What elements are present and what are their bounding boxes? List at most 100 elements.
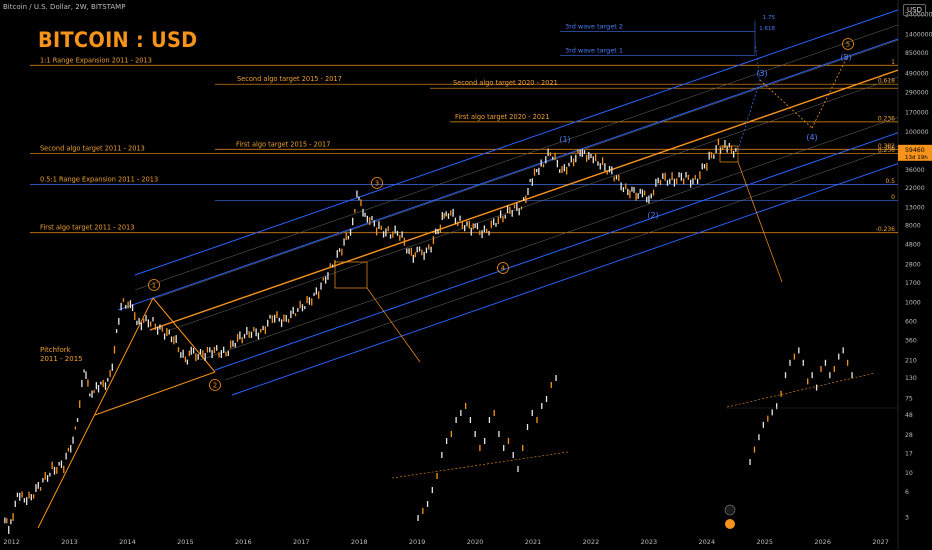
candle-4-1 <box>33 494 35 499</box>
candle-68-1 <box>699 171 701 180</box>
inset-2025-bar-10 <box>793 353 796 360</box>
candle-28-1 <box>276 311 278 319</box>
candle-50-2 <box>504 214 506 219</box>
level-fib-7: -0.236 <box>876 226 896 233</box>
candle-57-0 <box>575 154 577 163</box>
candle-28-2 <box>278 317 280 322</box>
candle-23-3 <box>223 346 225 353</box>
candle-55-4 <box>561 166 563 173</box>
candle-4-3 <box>37 482 39 489</box>
candle-9-1 <box>87 379 89 387</box>
fib-extra-label-0: 0.5 <box>885 178 895 185</box>
pitchfork-prong-b <box>94 371 216 416</box>
y-tick-label-14: 1700 <box>905 280 921 287</box>
candle-34-2 <box>347 235 350 240</box>
candle-6-0 <box>53 466 56 475</box>
candle-7-0 <box>65 452 67 460</box>
candle-56-4 <box>572 158 575 167</box>
inset-2019-bar-5 <box>441 452 443 458</box>
candle-50-4 <box>509 206 511 214</box>
candle-41-2 <box>416 246 418 253</box>
level-label-4: First algo target 2015 - 2017 <box>236 140 330 148</box>
candle-67-2 <box>689 179 692 188</box>
channel-gray-1 <box>149 39 899 301</box>
candle-6-4 <box>63 465 65 473</box>
candle-68-3 <box>703 164 706 169</box>
candle-51-4 <box>520 206 523 210</box>
candle-9-2 <box>89 393 91 397</box>
candle-39-2 <box>394 225 396 234</box>
level-fib-4: 0.382 <box>878 143 895 150</box>
candle-58-3 <box>590 153 592 159</box>
candle-32-1 <box>322 277 324 281</box>
candle-63-2 <box>646 196 648 203</box>
inset-2025-bar-1 <box>753 446 756 453</box>
inset-2025-bar-7 <box>780 390 782 397</box>
candle-63-0 <box>641 189 644 198</box>
candle-46-0 <box>459 215 461 221</box>
candle-12-0 <box>111 363 113 371</box>
candle-26-2 <box>255 328 257 337</box>
candle-32-4 <box>329 263 331 267</box>
inset-2025-bar-22 <box>846 359 849 366</box>
candle-60-0 <box>604 163 606 172</box>
y-tick-label-25: 6 <box>905 489 909 496</box>
candle-68-4 <box>706 162 708 171</box>
candle-33-2 <box>336 250 338 258</box>
candle-15-0 <box>131 304 134 312</box>
candle-1-1 <box>6 518 8 524</box>
candle-62-0 <box>627 188 629 196</box>
subwave-label-3: (4) <box>806 133 817 142</box>
candle-66-4 <box>683 178 685 185</box>
candle-49-1 <box>490 220 492 229</box>
candle-34-3 <box>349 228 352 236</box>
inset-2019-bar-19 <box>507 438 510 444</box>
inset-2019-bar-25 <box>536 417 538 423</box>
candle-10-3 <box>97 384 100 393</box>
x-tick-label-10: 2022 <box>583 538 600 546</box>
candle-56-0 <box>563 164 565 172</box>
candle-66-1 <box>676 178 678 184</box>
x-tick-label-15: 2027 <box>872 538 889 546</box>
candle-29-0 <box>285 314 287 322</box>
candle-51-0 <box>511 210 513 217</box>
y-tick-label-6: 100000 <box>905 129 929 136</box>
candle-48-1 <box>479 230 481 236</box>
candle-31-4 <box>318 291 320 299</box>
inset-2025-bar-20 <box>838 353 840 360</box>
candle-23-0 <box>216 345 218 351</box>
channel-blue-0 <box>134 9 899 276</box>
candle-36-3 <box>364 212 366 218</box>
candle-46-2 <box>464 225 466 232</box>
inset-2025-bar-12 <box>802 359 804 366</box>
inset-2019-bar-8 <box>455 417 457 423</box>
candle-45-3 <box>454 217 457 224</box>
channel-blue-3 <box>231 163 899 396</box>
currency-badge[interactable]: USD <box>903 4 926 16</box>
candle-28-0 <box>274 314 276 323</box>
candle-40-3 <box>408 248 410 255</box>
candle-64-0 <box>650 193 652 199</box>
arrow-2024 <box>737 161 783 283</box>
candle-59-2 <box>597 161 599 166</box>
candle-19-1 <box>177 347 180 353</box>
candle-35-2 <box>356 190 358 198</box>
level-label-5: Second algo target 2011 - 2013 <box>40 145 145 153</box>
candle-31-3 <box>315 287 318 295</box>
inset-2025-bar-17 <box>824 359 827 366</box>
candle-51-3 <box>518 208 520 216</box>
inset-2019-bar-17 <box>498 431 500 437</box>
channel-blue-1 <box>117 38 899 311</box>
candle-67-1 <box>687 174 689 180</box>
x-tick-label-13: 2025 <box>756 538 773 546</box>
candle-18-1 <box>166 328 168 337</box>
candle-69-3 <box>715 145 717 153</box>
halving-icon <box>724 504 736 516</box>
candle-58-2 <box>588 151 590 160</box>
last-price-countdown: 13d 19h <box>905 155 928 161</box>
candle-42-1 <box>421 249 423 256</box>
candle-22-2 <box>209 347 211 353</box>
inset-2019-bar-29 <box>555 375 557 381</box>
inset-2019-bar-13 <box>479 445 481 451</box>
